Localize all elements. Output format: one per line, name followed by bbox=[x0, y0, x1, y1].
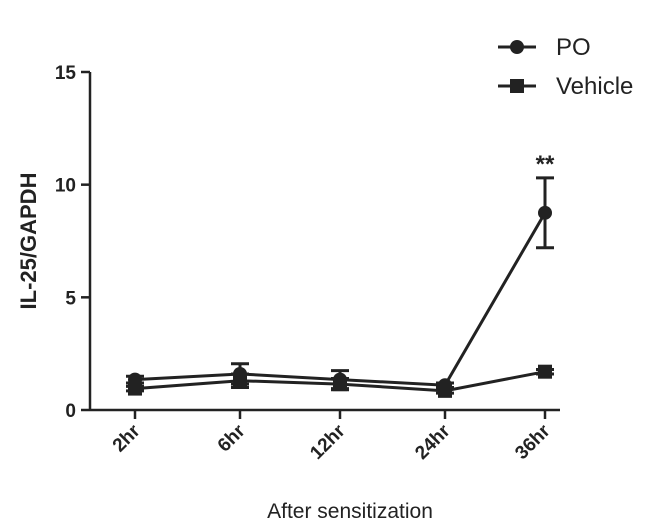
series-po bbox=[126, 176, 554, 393]
legend-label: Vehicle bbox=[556, 73, 633, 100]
legend-marker bbox=[510, 79, 524, 93]
y-ticks: 0 5 10 15 bbox=[55, 63, 90, 422]
data-point bbox=[128, 381, 142, 396]
data-point bbox=[538, 364, 552, 379]
x-tick-label: 12hr bbox=[306, 420, 350, 464]
legend: PO Vehicle bbox=[498, 34, 633, 100]
annotations: ** bbox=[536, 151, 555, 178]
y-tick-label: 10 bbox=[55, 176, 76, 197]
data-point bbox=[333, 377, 347, 392]
x-axis: 2hr 6hr 12hr 24hr 36hr bbox=[90, 408, 560, 464]
y-tick-label: 15 bbox=[55, 63, 77, 84]
series-vehicle bbox=[126, 364, 554, 398]
legend-marker bbox=[510, 40, 524, 54]
x-tick-label: 6hr bbox=[214, 420, 250, 456]
x-axis-title: After sensitization bbox=[267, 500, 433, 520]
legend-label: PO bbox=[556, 34, 591, 61]
x-tick-label: 24hr bbox=[411, 420, 455, 464]
legend-item-po: PO bbox=[498, 34, 591, 61]
x-tick-label: 2hr bbox=[109, 420, 145, 456]
series-line bbox=[134, 212, 547, 387]
y-tick-label: 0 bbox=[65, 401, 76, 422]
significance-annotation: ** bbox=[536, 151, 555, 178]
series-layer bbox=[126, 176, 554, 398]
y-axis: 0 5 10 15 bbox=[55, 63, 92, 422]
x-ticks: 2hr 6hr 12hr 24hr 36hr bbox=[109, 410, 555, 464]
y-tick-label: 5 bbox=[65, 288, 76, 309]
data-point bbox=[538, 205, 552, 220]
data-point bbox=[438, 383, 452, 398]
legend-item-vehicle: Vehicle bbox=[498, 73, 633, 100]
y-axis-title: IL-25/GAPDH bbox=[16, 173, 41, 310]
data-point bbox=[233, 373, 247, 388]
x-tick-label: 36hr bbox=[511, 420, 555, 464]
